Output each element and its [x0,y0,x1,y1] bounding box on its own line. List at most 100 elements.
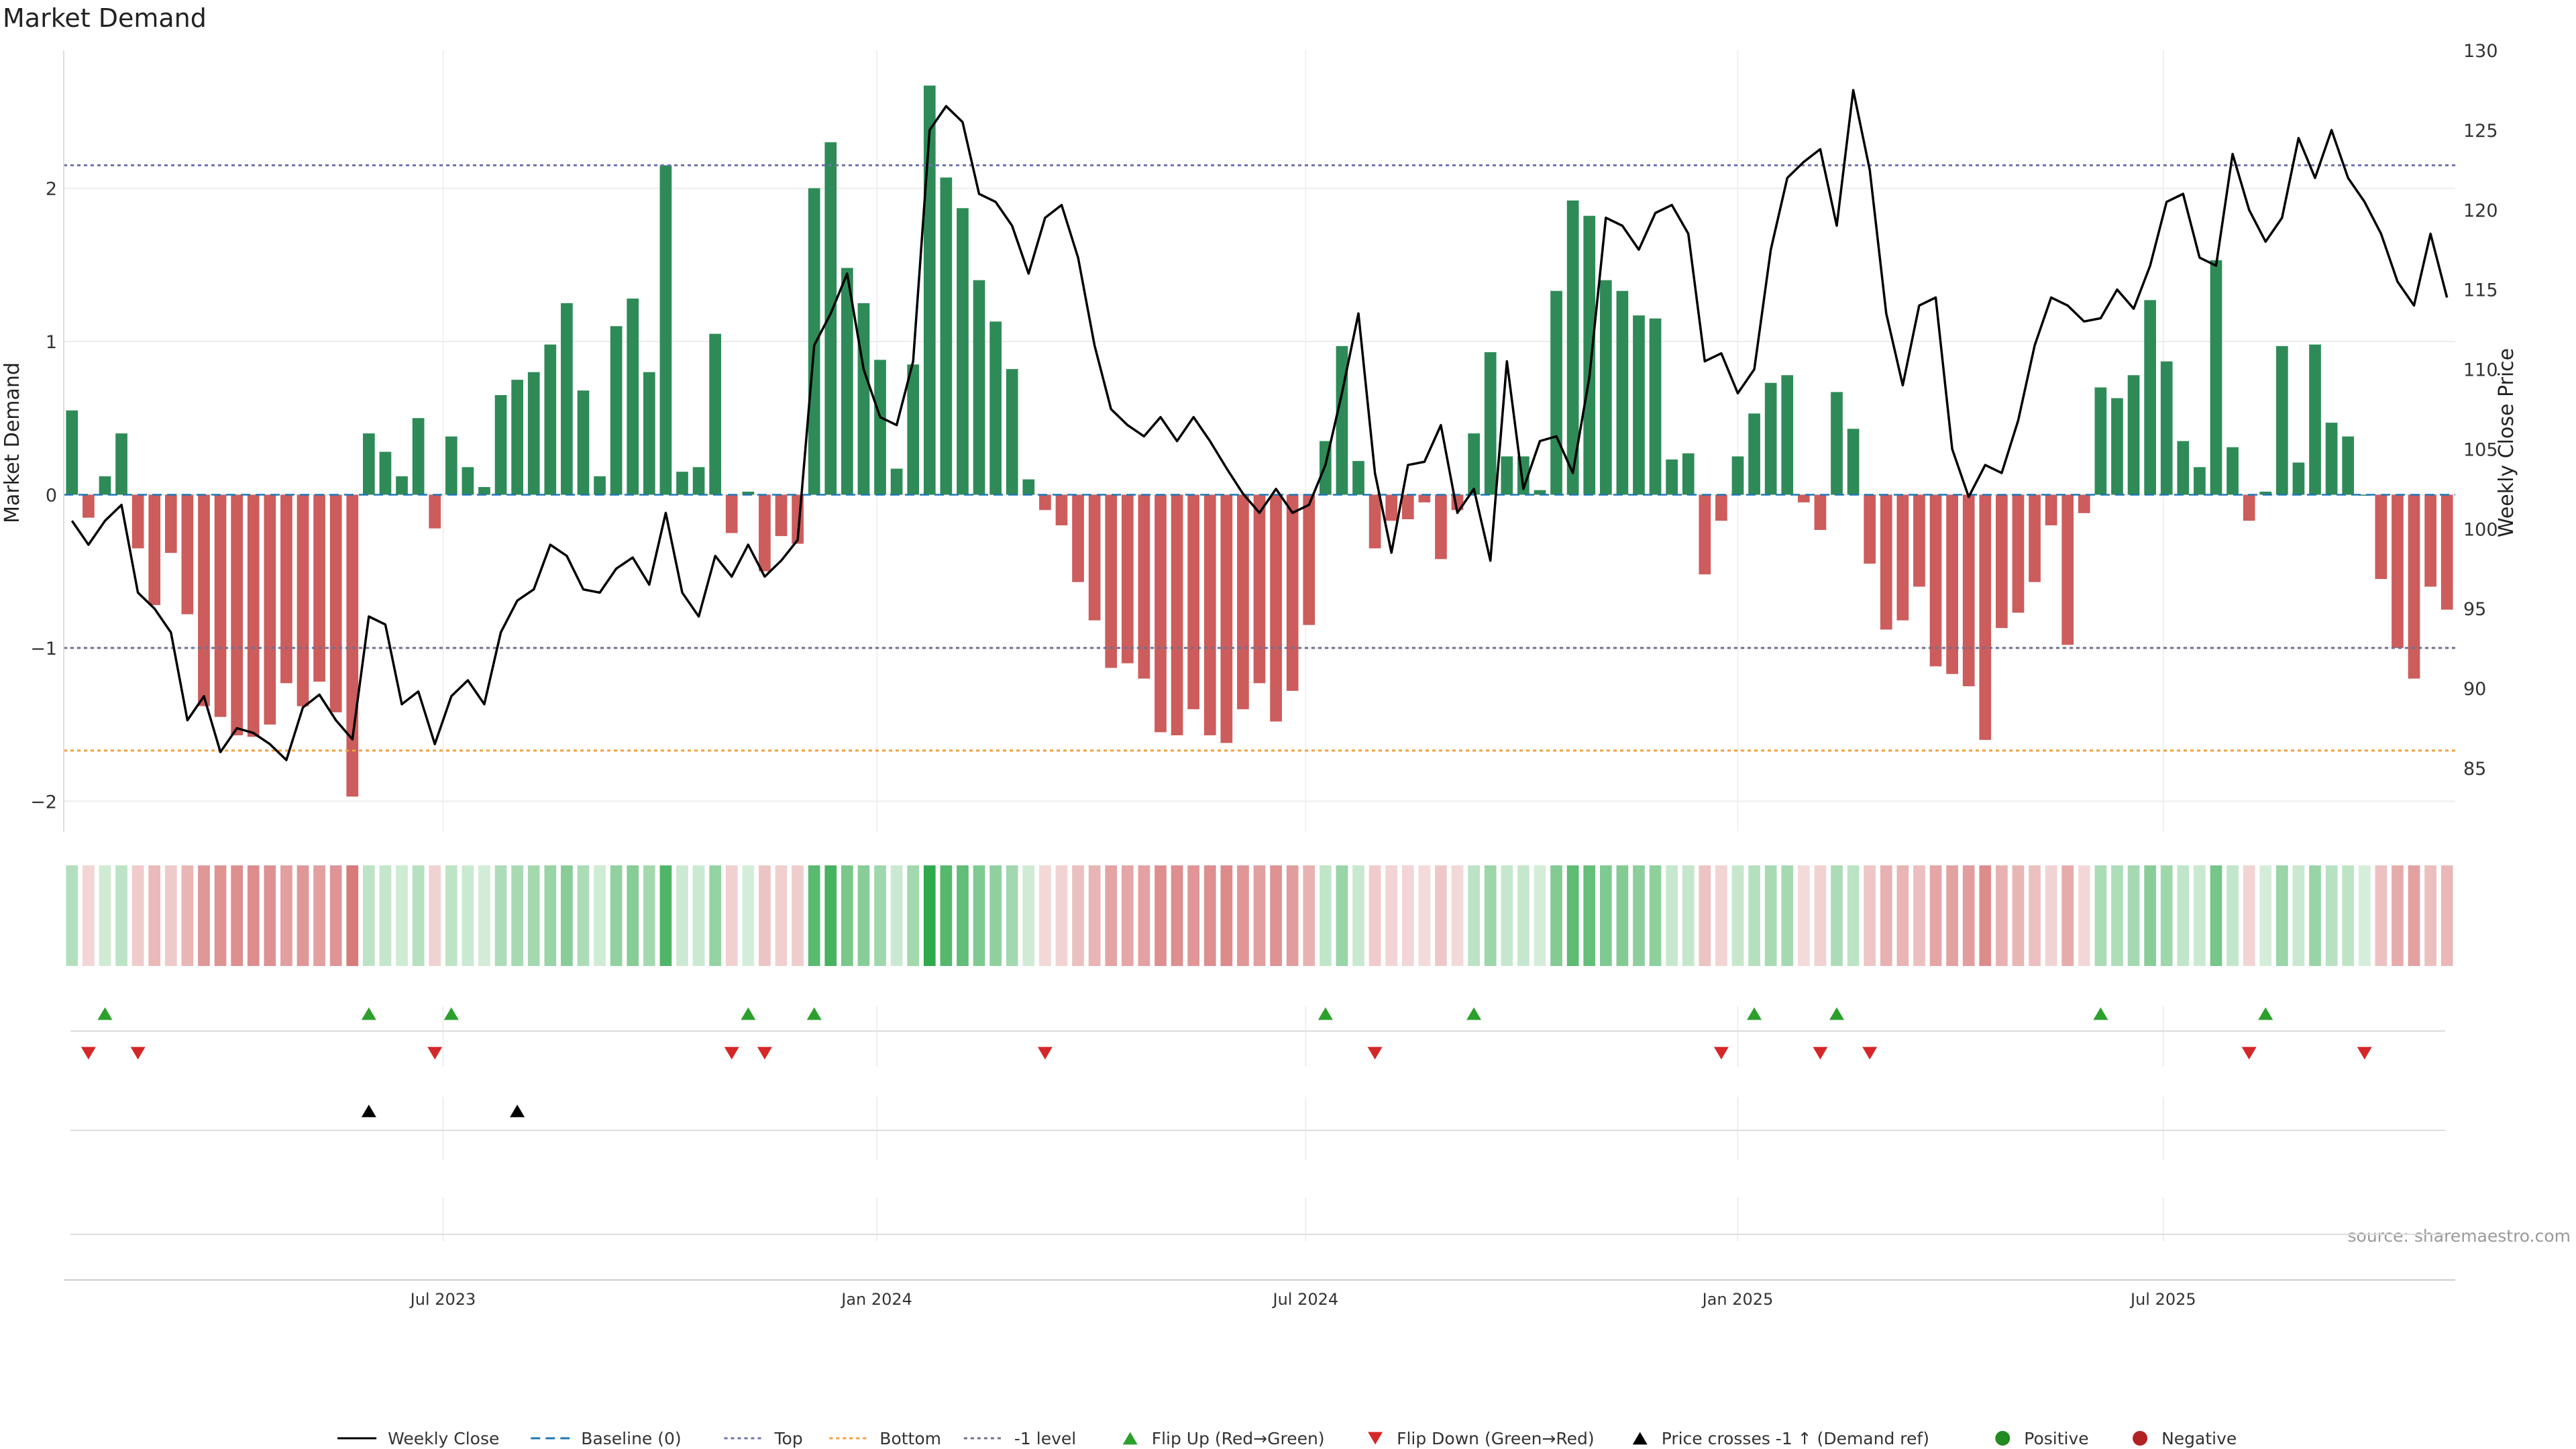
demand-bar-negative [264,494,276,725]
demand-bar-positive [1633,315,1645,495]
heat-strip-cell [725,865,738,966]
heat-strip-cell [2012,865,2025,966]
legend-label: Flip Down (Green→Red) [1397,1429,1595,1448]
demand-bar-positive [742,491,755,495]
demand-bar-positive [396,476,408,495]
demand-bar-negative [1220,494,1233,743]
heat-strip-cell [1847,865,1860,966]
flip-up-marker [97,1007,113,1020]
heat-strip-cell [2243,865,2255,966]
demand-bar-positive [2275,345,2288,495]
legend-item-price_cross: Price crosses -1 ↑ (Demand ref) [1632,1429,1929,1448]
demand-bar-positive [1566,200,1579,495]
demand-bar-positive [594,476,606,495]
heat-strip-cell [989,865,1002,966]
heat-strip-cell [131,865,144,966]
legend-swatch [1122,1432,1138,1445]
heat-strip-cell [2127,865,2140,966]
x-tick-label: Jul 2023 [409,1290,476,1309]
demand-bar-positive [692,467,705,495]
demand-bar-positive [1731,456,1744,495]
legend-item-bottom: Bottom [829,1429,941,1448]
demand-heat-strip [66,865,2453,966]
legend-item-weekly_close: Weekly Close [337,1429,499,1448]
demand-bar-positive [1748,413,1760,495]
heat-strip-cell [297,865,309,966]
heat-strip-cell [2210,865,2222,966]
flip-down-marker [2241,1046,2257,1060]
heat-strip-cell [1864,865,1876,966]
demand-bar-negative [1171,494,1183,736]
demand-bar-positive [561,303,573,495]
legend-label: Flip Up (Red→Green) [1152,1429,1325,1448]
heat-strip-cell [1831,865,1843,966]
heat-strip-cell [1171,865,1183,966]
heat-strip-cell [2325,865,2338,966]
heat-strip-cell [692,865,705,966]
demand-bar-negative [1699,494,1711,575]
demand-bar-negative [1368,494,1381,549]
demand-bar-negative [231,494,244,736]
heat-strip-cell [1484,865,1497,966]
demand-bar-positive [478,487,490,495]
heat-strip-cell [1237,865,1249,966]
legend-item-positive: Positive [1995,1429,2089,1448]
demand-bar-negative [1715,494,1727,521]
demand-bar-positive [610,326,623,495]
flip-up-marker [2093,1007,2108,1020]
heat-strip-cell [527,865,540,966]
heat-strip-cell [1616,865,1629,966]
heat-strip-cell [1352,865,1364,966]
demand-bar-negative [1401,494,1414,519]
chart-title: Market Demand [3,3,207,33]
demand-bar-negative [1121,494,1134,663]
demand-bar-negative [2440,494,2453,610]
x-tick-label: Jan 2024 [840,1290,912,1309]
legend-item-flip_up: Flip Up (Red→Green) [1122,1429,1325,1448]
legend-label: Negative [2161,1429,2237,1448]
demand-bar-positive [99,476,111,495]
heat-strip-cell [1929,865,1942,966]
demand-bar-negative [214,494,227,717]
demand-bar-positive [1781,375,1794,495]
heat-strip-cell [1187,865,1200,966]
legend-label: Positive [2024,1429,2088,1448]
demand-bar-positive [577,390,590,495]
demand-bar-positive [1599,280,1612,495]
heat-strip-cell [1814,865,1827,966]
heat-strip-cell [1996,865,2008,966]
demand-bar-negative [1155,494,1167,733]
demand-bar-negative [1864,494,1876,564]
demand-bar-negative [164,494,177,553]
demand-bar-negative [2061,494,2074,645]
heat-strip-cell [890,865,903,966]
demand-bar-positive [808,188,820,495]
heat-strip-cell [709,865,722,966]
demand-bar-negative [1203,494,1216,736]
heat-strip-cell [759,865,771,966]
demand-bar-positive [857,303,870,495]
demand-bar-negative [1072,494,1084,582]
y-tick-label-left: 0 [46,485,57,506]
demand-bar-positive [1484,352,1497,495]
demand-bar-negative [1237,494,1249,710]
heat-strip-cell [346,865,359,966]
heat-strip-cell [2160,865,2173,966]
y-tick-label-left: −1 [30,639,57,659]
demand-bar-negative [1962,494,1975,686]
demand-bar-negative [2078,494,2090,513]
heat-strip-cell [907,865,920,966]
heat-strip-cell [2309,865,2321,966]
flip-down-marker [1367,1046,1383,1060]
demand-bar-negative [2408,494,2420,679]
demand-bar-negative [198,494,210,706]
demand-bar-positive [1534,490,1546,495]
heat-strip-cell [857,865,870,966]
demand-bar-positive [2309,344,2321,495]
demand-bar-positive [494,394,507,495]
demand-bar-positive [1501,456,1513,495]
demand-bar-positive [2194,467,2206,495]
flip-down-marker [1813,1046,1828,1060]
flip-up-marker [806,1007,822,1020]
heat-strip-cell [643,865,655,966]
